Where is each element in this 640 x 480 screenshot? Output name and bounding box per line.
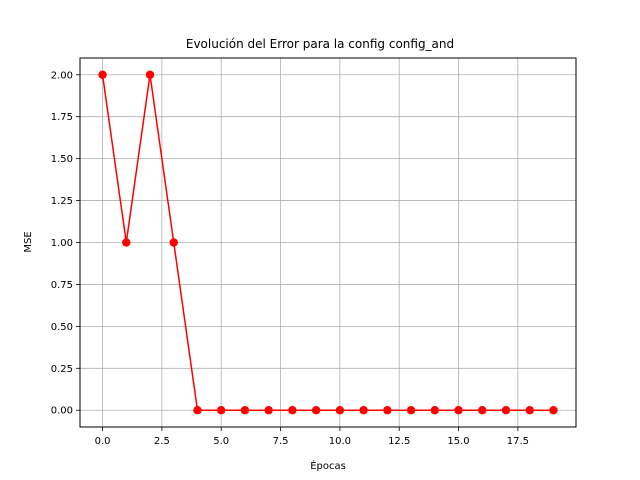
x-tick-label: 17.5 bbox=[507, 436, 529, 447]
data-point bbox=[525, 406, 534, 415]
x-tick-label: 7.5 bbox=[273, 436, 289, 447]
y-tick-label: 1.50 bbox=[51, 154, 73, 165]
y-tick-label: 1.75 bbox=[51, 112, 73, 123]
chart-title: Evolución del Error para la config confi… bbox=[186, 37, 454, 51]
data-point bbox=[311, 406, 321, 415]
x-tick-label: 0.0 bbox=[95, 436, 111, 447]
data-point bbox=[383, 406, 392, 415]
x-tick-label: 15.0 bbox=[447, 436, 469, 447]
x-tick-label: 5.0 bbox=[213, 436, 229, 447]
data-point bbox=[478, 406, 487, 415]
data-point bbox=[454, 406, 463, 415]
data-point bbox=[501, 406, 511, 415]
x-axis-label: Épocas bbox=[310, 459, 346, 472]
data-point bbox=[359, 406, 368, 415]
data-point bbox=[193, 406, 202, 415]
grid bbox=[80, 58, 576, 427]
series bbox=[98, 70, 558, 415]
x-tick-label: 10.0 bbox=[329, 436, 351, 447]
y-tick-label: 1.00 bbox=[51, 238, 73, 249]
y-tick-label: 0.50 bbox=[51, 322, 73, 333]
y-tick-label: 0.00 bbox=[51, 406, 73, 417]
y-tick-label: 0.75 bbox=[51, 280, 73, 291]
data-point bbox=[122, 238, 131, 247]
y-tick-label: 1.25 bbox=[51, 196, 73, 207]
data-point bbox=[549, 406, 558, 415]
data-point bbox=[145, 70, 155, 79]
y-tick-label: 0.25 bbox=[51, 364, 73, 375]
plot-frame bbox=[79, 57, 577, 428]
x-tick-label: 2.5 bbox=[154, 436, 170, 447]
data-point bbox=[169, 238, 178, 247]
data-point bbox=[264, 406, 273, 415]
y-axis-label: MSE bbox=[23, 231, 34, 252]
axis-ticks: 0.0 2.5 5.0 7.5 10.0 12.5 15.0 17.5 0.00 0.25 0.50… bbox=[51, 70, 529, 447]
data-point bbox=[240, 406, 250, 415]
data-point bbox=[288, 406, 297, 415]
y-tick-label: 2.00 bbox=[51, 70, 73, 81]
data-point bbox=[98, 70, 107, 79]
data-point bbox=[335, 406, 345, 415]
data-point bbox=[406, 406, 416, 415]
data-point bbox=[430, 406, 439, 415]
x-tick-label: 12.5 bbox=[388, 436, 410, 447]
data-point bbox=[217, 406, 226, 415]
